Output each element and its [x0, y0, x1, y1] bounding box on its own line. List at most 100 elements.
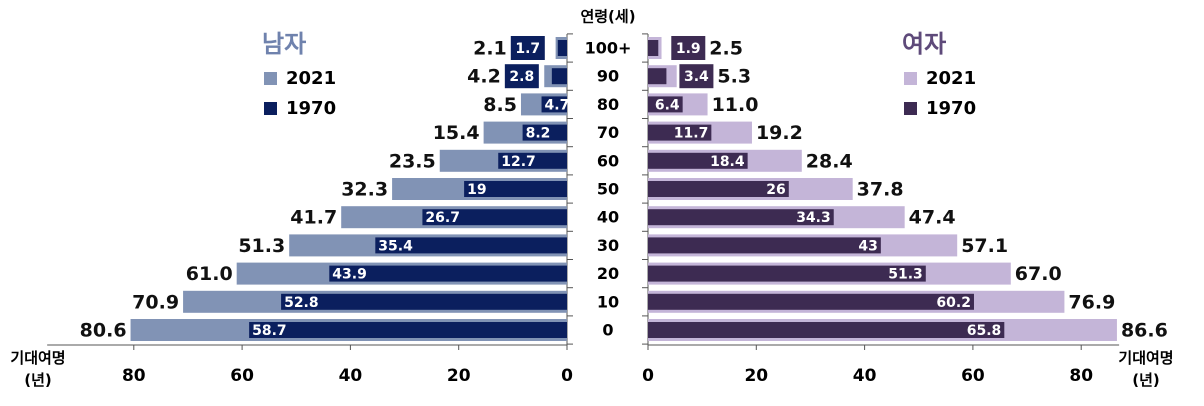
category-label: 80 [597, 95, 619, 114]
legend-label: 1970 [286, 98, 336, 119]
x-tick-label: 20 [447, 366, 471, 386]
legend-swatch [264, 102, 277, 115]
value-label-2021: 11.0 [712, 94, 759, 116]
value-label-1970: 60.2 [936, 295, 971, 311]
value-label-2021: 70.9 [132, 291, 179, 313]
legend-swatch [904, 72, 917, 85]
legend-label: 2021 [926, 68, 976, 89]
value-label-1970: 51.3 [888, 267, 923, 283]
x-axis-label: 기대여명 (년) [10, 349, 65, 389]
bar-1970 [648, 68, 667, 85]
legend-swatch [264, 72, 277, 85]
bar-1970 [648, 96, 683, 113]
value-label-1970: 26 [766, 182, 785, 198]
value-label-1970: 43 [858, 238, 877, 254]
bar-1970 [329, 265, 567, 282]
x-tick-label: 80 [1069, 366, 1093, 386]
value-label-2021: 57.1 [961, 235, 1008, 257]
value-label-1970: 2.8 [509, 69, 534, 85]
x-tick-label: 40 [339, 366, 363, 386]
value-label-box [671, 36, 706, 60]
age-axis-title: 연령(세) [580, 8, 635, 26]
value-label-2021: 76.9 [1068, 291, 1115, 313]
value-label-1970: 35.4 [378, 238, 413, 254]
value-label-1970: 1.7 [515, 41, 540, 57]
panel-title: 여자 [902, 30, 946, 58]
category-label: 50 [597, 180, 619, 199]
bar-1970 [498, 152, 567, 169]
value-label-2021: 2.5 [709, 38, 743, 60]
value-label-1970: 26.7 [425, 210, 460, 226]
value-label-1970: 18.4 [710, 154, 745, 170]
value-label-2021: 28.4 [806, 150, 853, 172]
value-label-2021: 47.4 [909, 207, 956, 229]
x-tick-label: 40 [853, 366, 877, 386]
value-label-2021: 19.2 [756, 122, 803, 144]
bar-1970 [648, 124, 712, 141]
bar-1970 [522, 124, 567, 141]
x-tick-label: 60 [961, 366, 985, 386]
value-label-2021: 61.0 [186, 263, 233, 285]
value-label-2021: 86.6 [1121, 320, 1168, 342]
x-tick-label: 0 [561, 366, 573, 386]
bar-1970 [541, 96, 567, 113]
bar-1970 [648, 181, 789, 197]
x-tick-label: 0 [642, 366, 654, 386]
bar-1970 [422, 209, 567, 226]
legend-label: 2021 [286, 68, 336, 89]
category-label: 90 [597, 67, 619, 86]
x-axis-label: 기대여명 (년) [1118, 349, 1173, 389]
category-label: 20 [597, 264, 619, 283]
value-label-2021: 80.6 [80, 320, 127, 342]
value-label-2021: 2.1 [473, 38, 507, 60]
value-label-1970: 58.7 [252, 323, 287, 339]
value-label-2021: 23.5 [389, 150, 436, 172]
category-label: 10 [597, 292, 619, 311]
value-label-1970: 19 [467, 182, 486, 198]
value-label-box [504, 64, 539, 89]
value-label-2021: 67.0 [1015, 263, 1062, 285]
value-label-2021: 5.3 [717, 66, 751, 88]
bar-1970 [648, 322, 1005, 338]
bar-1970 [648, 265, 926, 282]
category-label: 40 [597, 208, 619, 227]
bar-1970 [464, 181, 567, 197]
bar-1970 [648, 237, 881, 254]
bar-1970 [648, 293, 974, 310]
value-label-2021: 37.8 [857, 179, 904, 201]
value-label-2021: 41.7 [290, 207, 337, 229]
bar-1970 [557, 40, 567, 56]
value-label-1970: 12.7 [501, 154, 536, 170]
value-label-1970: 43.9 [332, 267, 367, 283]
value-label-2021: 15.4 [433, 122, 480, 144]
bar-1970 [375, 237, 567, 254]
bar-1970 [648, 40, 659, 56]
x-tick-label: 80 [122, 366, 146, 386]
bar-1970 [551, 68, 567, 85]
value-label-1970: 65.8 [967, 323, 1002, 339]
value-label-2021: 51.3 [238, 235, 285, 257]
category-label: 0 [602, 321, 613, 340]
legend-swatch [904, 102, 917, 115]
bar-1970 [648, 209, 834, 226]
value-label-1970: 8.2 [526, 126, 551, 142]
value-label-box [510, 36, 545, 60]
value-label-1970: 1.9 [676, 41, 701, 57]
value-label-box [679, 64, 714, 89]
panel-title: 남자 [262, 30, 306, 58]
legend-label: 1970 [926, 98, 976, 119]
value-label-1970: 52.8 [284, 295, 319, 311]
x-tick-label: 60 [230, 366, 254, 386]
value-label-2021: 4.2 [467, 66, 501, 88]
category-label: 30 [597, 236, 619, 255]
value-label-1970: 3.4 [684, 69, 709, 85]
category-label: 60 [597, 151, 619, 170]
value-label-1970: 34.3 [796, 210, 831, 226]
category-label: 100+ [585, 39, 632, 58]
value-label-1970: 11.7 [674, 126, 709, 142]
bar-1970 [249, 322, 567, 338]
value-label-1970: 4.7 [545, 97, 570, 113]
value-label-2021: 32.3 [341, 179, 388, 201]
category-label: 70 [597, 123, 619, 142]
